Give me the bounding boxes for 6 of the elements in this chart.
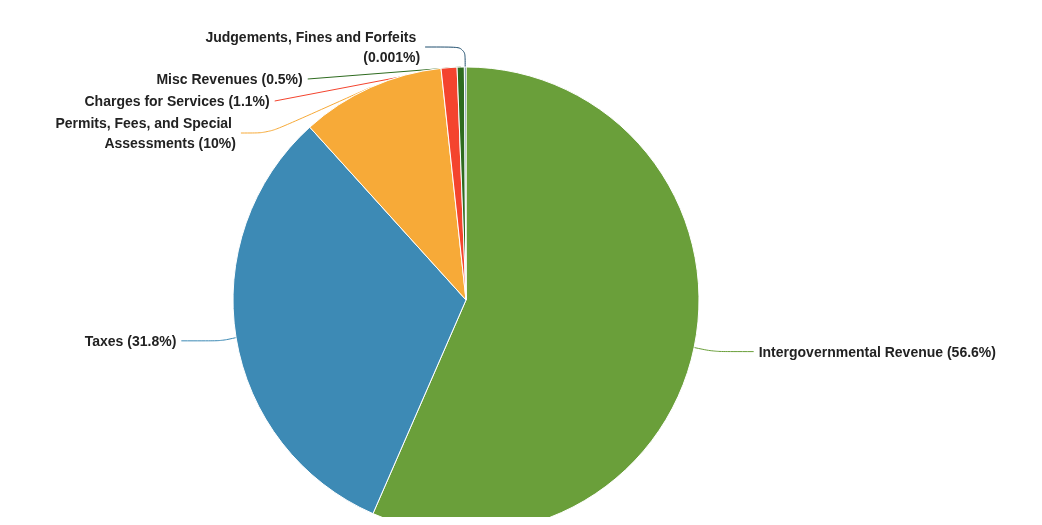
slice-label: Permits, Fees, and Special Assessments (10%) — [55, 115, 236, 151]
slice-label: Intergovernmental Revenue (56.6%) — [758, 343, 996, 360]
slice-label: Charges for Services (1.1%) — [84, 93, 270, 109]
slice-label: Judgements, Fines and Forfeits (0.001%) — [205, 29, 421, 65]
slice-label: Misc Revenues (0.5%) — [156, 71, 303, 87]
slice-label: Taxes (31.8%) — [84, 332, 177, 349]
